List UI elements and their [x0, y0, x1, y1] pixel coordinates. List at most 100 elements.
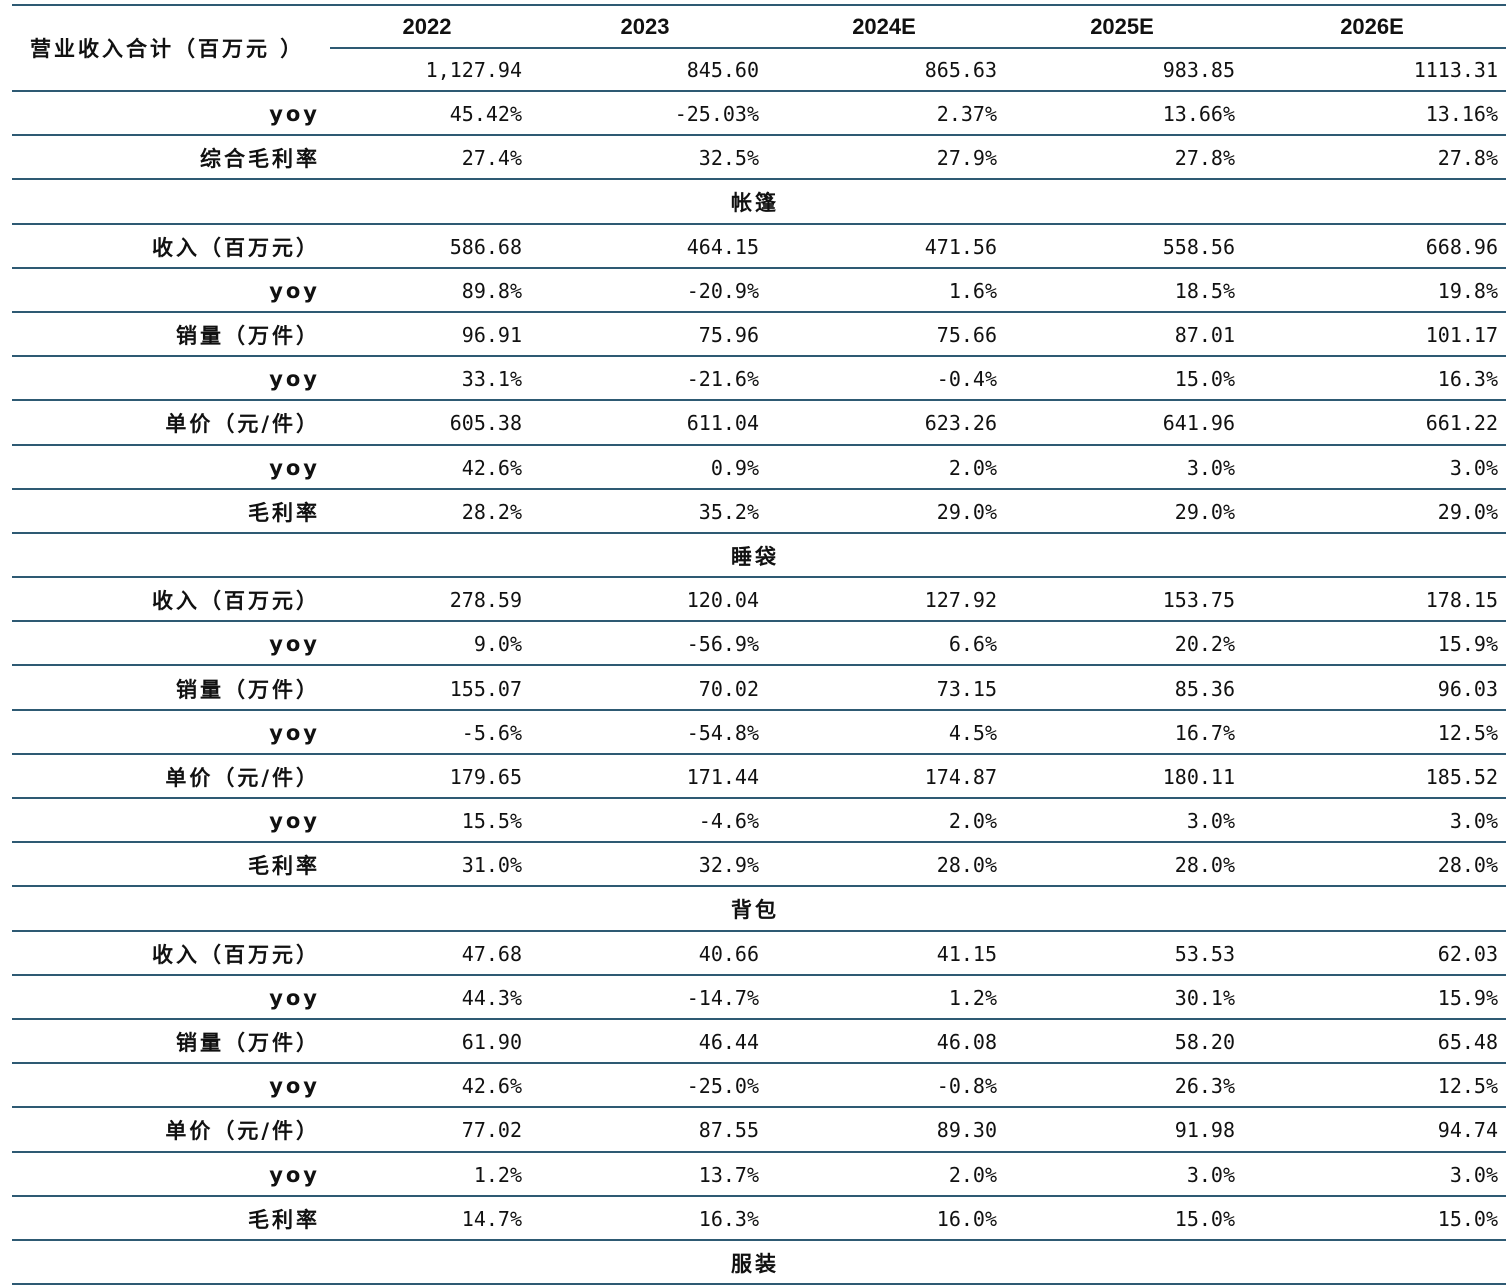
- table-row: 毛利率 31.0% 32.9% 28.0% 28.0% 28.0%: [12, 843, 1506, 888]
- section-header-row: 睡袋: [12, 534, 1506, 579]
- table-cell: 33.1%: [461, 367, 522, 392]
- table-cell: 2.0%: [948, 809, 997, 834]
- table-cell: 15.5%: [461, 809, 522, 834]
- table-cell: 42.6%: [461, 1074, 522, 1099]
- table-cell: 29.0%: [1437, 499, 1498, 524]
- table-cell: 2.0%: [948, 455, 997, 480]
- total-revenue-value: 865.63: [924, 57, 997, 82]
- table-cell: 464.15: [686, 234, 759, 259]
- table-cell: 44.3%: [461, 985, 522, 1010]
- table-cell: 2.0%: [948, 1162, 997, 1187]
- total-revenue-value: 1113.31: [1413, 57, 1498, 82]
- table-cell: 94.74: [1437, 1118, 1498, 1143]
- table-cell: 18.5%: [1174, 278, 1235, 303]
- table-cell: 12.5%: [1437, 720, 1498, 745]
- table-row: 毛利率 28.2% 35.2% 29.0% 29.0% 29.0%: [12, 490, 1506, 535]
- row-label: yoy: [269, 455, 320, 480]
- table-cell: -54.8%: [686, 720, 759, 745]
- table-row: 单价（元/件） 77.02 87.55 89.30 91.98 94.74: [12, 1108, 1506, 1153]
- table-row: yoy 89.8% -20.9% 1.6% 18.5% 19.8%: [12, 269, 1506, 314]
- table-cell: 16.0%: [936, 1206, 997, 1231]
- table-cell: 2.37%: [936, 102, 997, 127]
- table-cell: 3.0%: [1186, 455, 1235, 480]
- table-cell: 13.66%: [1162, 102, 1235, 127]
- table-cell: 20.2%: [1174, 632, 1235, 657]
- row-label: 单价（元/件）: [165, 1119, 320, 1144]
- table-cell: 27.8%: [1437, 146, 1498, 171]
- section-title: 帐篷: [731, 191, 779, 216]
- table-cell: 174.87: [924, 764, 997, 789]
- table-cell: 14.7%: [461, 1206, 522, 1231]
- table-cell: 1.6%: [948, 278, 997, 303]
- table-cell: 27.9%: [936, 146, 997, 171]
- table-cell: 85.36: [1174, 676, 1235, 701]
- table-cell: 41.15: [936, 941, 997, 966]
- section-header-row: 帐篷: [12, 180, 1506, 225]
- row-label: yoy: [269, 278, 320, 303]
- row-label: yoy: [269, 1074, 320, 1099]
- table-cell: 558.56: [1162, 234, 1235, 259]
- total-revenue-value: 1,127.94: [425, 57, 522, 82]
- table-cell: 668.96: [1425, 234, 1498, 259]
- table-cell: 28.2%: [461, 499, 522, 524]
- table-cell: -0.4%: [936, 367, 997, 392]
- table-cell: -4.6%: [698, 809, 759, 834]
- table-cell: 53.53: [1174, 941, 1235, 966]
- table-cell: 155.07: [449, 676, 522, 701]
- table-row: 单价（元/件） 605.38 611.04 623.26 641.96 661.22: [12, 401, 1506, 446]
- table-cell: -0.8%: [936, 1074, 997, 1099]
- table-row: 销量（万件） 96.91 75.96 75.66 87.01 101.17: [12, 313, 1506, 358]
- table-cell: 6.6%: [948, 632, 997, 657]
- table-row: 销量（万件） 61.90 46.44 46.08 58.20 65.48: [12, 1020, 1506, 1065]
- table-cell: 278.59: [449, 588, 522, 613]
- table-cell: -25.03%: [674, 102, 759, 127]
- table-cell: 586.68: [449, 234, 522, 259]
- row-label: 毛利率: [248, 854, 320, 879]
- year-header-2022: 2022: [402, 14, 452, 39]
- row-label: 单价（元/件）: [165, 765, 320, 790]
- table-cell: 179.65: [449, 764, 522, 789]
- table-cell: 13.16%: [1425, 102, 1498, 127]
- table-cell: -14.7%: [686, 985, 759, 1010]
- table-cell: 3.0%: [1449, 1162, 1498, 1187]
- table-cell: 32.5%: [698, 146, 759, 171]
- table-cell: 61.90: [461, 1030, 522, 1055]
- table-cell: -20.9%: [686, 278, 759, 303]
- table-cell: 89.8%: [461, 278, 522, 303]
- table-row: 收入（百万元） 586.68 464.15 471.56 558.56 668.96: [12, 225, 1506, 269]
- table-row: yoy -5.6% -54.8% 4.5% 16.7% 12.5%: [12, 711, 1506, 756]
- table-header: 营业收入合计（百万元 ） 2022 2023 2024E 2025E 2026E…: [12, 4, 1506, 92]
- table-cell: 1.2%: [948, 985, 997, 1010]
- table-cell: 19.8%: [1437, 278, 1498, 303]
- table-cell: 3.0%: [1186, 1162, 1235, 1187]
- table-cell: 32.9%: [698, 853, 759, 878]
- table-cell: 62.03: [1437, 941, 1498, 966]
- row-label: 单价（元/件）: [165, 412, 320, 437]
- table-cell: 70.02: [698, 676, 759, 701]
- header-top-rule: [12, 4, 1506, 6]
- table-cell: 96.03: [1437, 676, 1498, 701]
- row-label: 销量（万件）: [176, 1031, 320, 1056]
- section-header-row: 背包: [12, 887, 1506, 932]
- table-row: 销量（万件） 155.07 70.02 73.15 85.36 96.03: [12, 666, 1506, 711]
- table-cell: 87.55: [698, 1118, 759, 1143]
- table-cell: 605.38: [449, 411, 522, 436]
- table-cell: -25.0%: [686, 1074, 759, 1099]
- table-cell: 96.91: [461, 323, 522, 348]
- table-cell: 29.0%: [1174, 499, 1235, 524]
- table-cell: 75.66: [936, 323, 997, 348]
- section-title: 背包: [731, 898, 779, 923]
- header-bottom-rule: [12, 90, 1506, 92]
- year-header-2023: 2023: [620, 14, 670, 39]
- table-cell: 611.04: [686, 411, 759, 436]
- year-header-2024e: 2024E: [852, 14, 916, 39]
- table-cell: 89.30: [936, 1118, 997, 1143]
- row-label: yoy: [269, 1162, 320, 1187]
- table-cell: 120.04: [686, 588, 759, 613]
- year-header-2025e: 2025E: [1090, 14, 1154, 39]
- table-cell: 40.66: [698, 941, 759, 966]
- table-cell: 45.42%: [449, 102, 522, 127]
- table-row: yoy 15.5% -4.6% 2.0% 3.0% 3.0%: [12, 799, 1506, 844]
- table-cell: 46.44: [698, 1030, 759, 1055]
- table-cell: 58.20: [1174, 1030, 1235, 1055]
